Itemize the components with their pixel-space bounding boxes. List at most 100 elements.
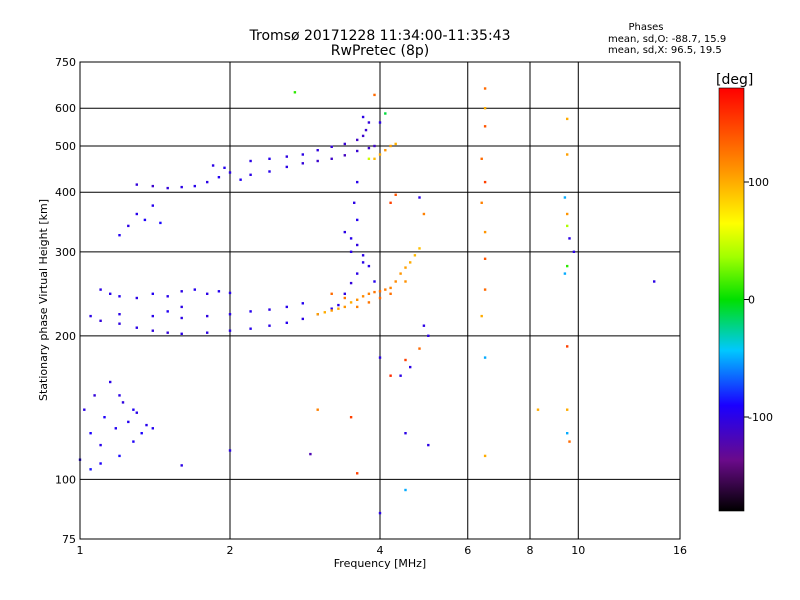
data-point <box>118 234 121 237</box>
x-tick-label: 1 <box>77 544 84 557</box>
data-point <box>228 449 232 452</box>
data-point <box>93 394 96 397</box>
data-point <box>132 440 135 443</box>
phase-stats-x: mean, sd,X: 96.5, 19.5 <box>608 45 722 56</box>
data-point <box>389 144 392 148</box>
data-point <box>413 254 417 257</box>
data-point <box>151 184 154 188</box>
data-point <box>193 288 196 291</box>
data-point <box>394 193 397 196</box>
data-point <box>356 472 359 475</box>
data-point <box>211 164 215 167</box>
data-point <box>337 307 340 310</box>
data-point <box>316 159 319 163</box>
data-point <box>566 345 569 348</box>
data-point <box>378 356 382 359</box>
data-point <box>367 146 371 150</box>
data-point <box>143 218 147 222</box>
data-point <box>427 334 430 337</box>
data-point <box>480 201 483 204</box>
x-tick-label: 8 <box>527 544 534 557</box>
data-point <box>206 292 209 295</box>
colorbar <box>718 87 745 512</box>
phase-stats-o: mean, sd,O: -88.7, 15.9 <box>608 34 726 45</box>
data-point <box>356 138 359 142</box>
data-point <box>349 250 353 253</box>
data-point <box>483 87 487 90</box>
data-point <box>140 432 143 435</box>
data-point <box>301 317 304 321</box>
x-axis-label: Frequency [MHz] <box>334 557 426 570</box>
data-point <box>285 305 288 309</box>
data-point <box>180 290 183 293</box>
data-point <box>483 125 487 128</box>
data-point <box>151 204 154 207</box>
data-point <box>118 295 121 298</box>
data-point <box>483 180 487 184</box>
data-point <box>566 432 569 435</box>
data-point <box>285 321 288 324</box>
data-point <box>206 180 209 184</box>
data-point <box>353 201 356 204</box>
data-point <box>373 280 376 283</box>
data-point <box>180 305 183 309</box>
data-point <box>563 272 567 275</box>
data-point <box>166 310 169 313</box>
y-tick-label: 75 <box>62 533 76 546</box>
data-point <box>349 237 353 240</box>
data-point <box>480 157 483 160</box>
data-point <box>483 356 487 359</box>
y-tick-label: 100 <box>55 473 76 486</box>
data-point <box>83 408 86 411</box>
data-point <box>404 488 407 492</box>
data-point <box>89 314 92 318</box>
data-point <box>367 292 371 295</box>
data-point <box>99 462 102 465</box>
data-point <box>349 416 353 419</box>
x-tick-label: 4 <box>377 544 384 557</box>
data-point <box>361 115 365 119</box>
data-point <box>427 443 430 447</box>
data-point <box>323 311 326 314</box>
data-point <box>404 266 407 269</box>
data-point <box>389 292 392 295</box>
data-point <box>418 196 421 199</box>
data-point <box>249 173 252 176</box>
colorbar-ticks: 100 0 -100 <box>744 176 773 424</box>
data-point <box>566 212 569 216</box>
data-point <box>483 230 487 234</box>
data-point <box>361 261 365 264</box>
data-point <box>349 301 353 304</box>
data-point <box>159 221 162 225</box>
data-point <box>239 178 242 181</box>
data-point <box>89 432 92 435</box>
data-point <box>121 401 125 404</box>
data-point <box>118 313 121 316</box>
grid <box>80 62 680 539</box>
y-tick-label: 600 <box>55 102 76 115</box>
data-point <box>316 313 319 316</box>
data-point <box>166 186 169 190</box>
data-point <box>361 134 365 138</box>
colorbar-label: [deg] <box>716 72 753 88</box>
data-point <box>343 154 346 157</box>
x-tick-label: 2 <box>227 544 234 557</box>
data-point <box>151 427 154 430</box>
data-point <box>330 145 333 148</box>
data-point <box>356 180 359 184</box>
data-point <box>118 454 121 458</box>
data-point <box>343 142 346 146</box>
y-tick-label: 400 <box>55 186 76 199</box>
data-point <box>483 257 487 260</box>
data-point <box>404 358 407 362</box>
data-point <box>343 230 346 234</box>
data-point <box>118 394 121 397</box>
data-point <box>356 149 359 153</box>
data-point <box>367 121 371 124</box>
data-point <box>394 142 397 146</box>
data-point <box>378 121 382 124</box>
data-point <box>367 301 371 304</box>
data-point <box>418 247 421 250</box>
data-point <box>316 408 319 411</box>
data-point <box>330 307 333 310</box>
